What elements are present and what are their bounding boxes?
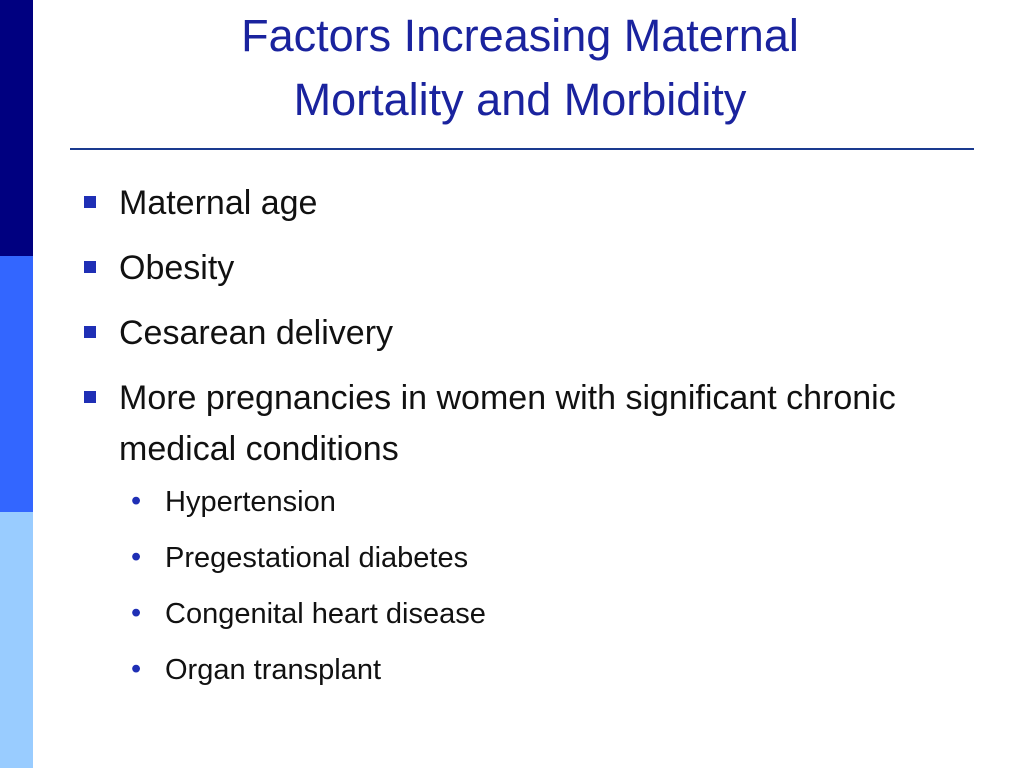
side-bar-dark [0, 0, 33, 256]
sub-bullet-organ-transplant: • Organ transplant [131, 649, 984, 691]
bullet-item-cesarean-delivery: Cesarean delivery [84, 308, 984, 359]
bullet-item-obesity: Obesity [84, 243, 984, 294]
bullet-item-chronic-conditions: More pregnancies in women with significa… [84, 373, 984, 691]
bullet-text: Maternal age [119, 184, 318, 222]
bullet-list: Maternal age Obesity Cesarean delivery M… [84, 178, 984, 705]
sub-bullet-text: Hypertension [165, 486, 336, 518]
round-bullet-icon: • [131, 485, 142, 517]
bullet-text: Obesity [119, 249, 235, 287]
sub-bullet-list: • Hypertension • Pregestational diabetes… [131, 481, 984, 691]
round-bullet-icon: • [131, 541, 142, 573]
square-bullet-icon [84, 391, 96, 403]
sub-bullet-hypertension: • Hypertension [131, 481, 984, 523]
sub-bullet-text: Organ transplant [165, 654, 382, 686]
bullet-text: Cesarean delivery [119, 314, 394, 352]
title-underline [70, 148, 974, 150]
round-bullet-icon: • [131, 597, 142, 629]
side-bar-light [0, 512, 33, 768]
slide-title-line-2: Mortality and Morbidity [293, 74, 747, 125]
slide-title-line-1: Factors Increasing Maternal [241, 10, 799, 61]
square-bullet-icon [84, 196, 96, 208]
slide-title: Factors Increasing Maternal Mortality an… [60, 4, 980, 132]
sub-bullet-text: Congenital heart disease [165, 598, 486, 630]
side-bar-medium [0, 256, 33, 512]
bullet-text: More pregnancies in women with significa… [119, 379, 896, 468]
sub-bullet-congenital-heart-disease: • Congenital heart disease [131, 593, 984, 635]
sub-bullet-text: Pregestational diabetes [165, 542, 469, 574]
square-bullet-icon [84, 261, 96, 273]
square-bullet-icon [84, 326, 96, 338]
round-bullet-icon: • [131, 653, 142, 685]
bullet-item-maternal-age: Maternal age [84, 178, 984, 229]
sub-bullet-pregestational-diabetes: • Pregestational diabetes [131, 537, 984, 579]
